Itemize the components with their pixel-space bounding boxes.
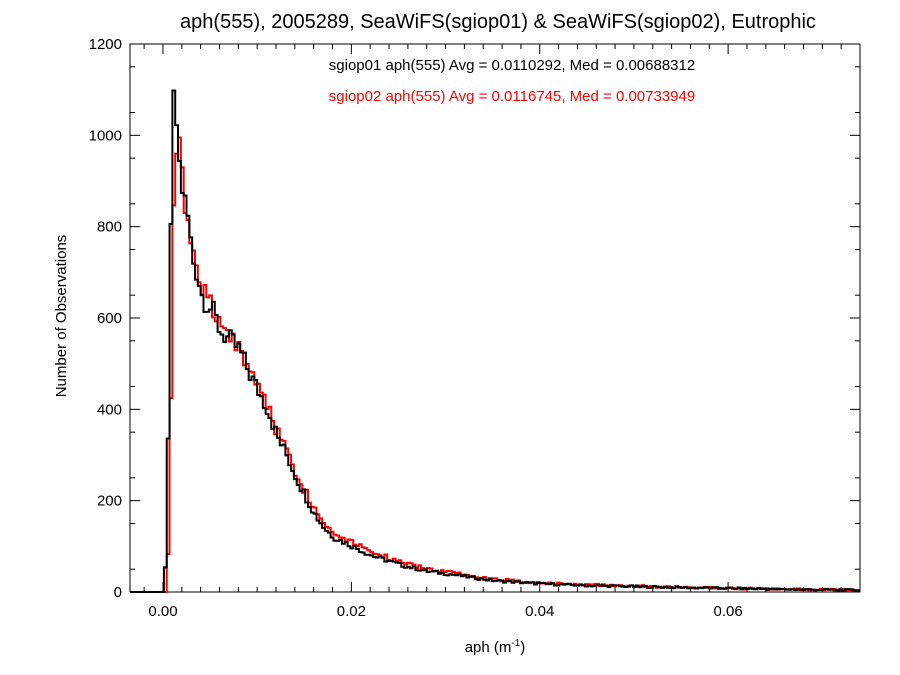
annotation-sgiop01: sgiop01 aph(555) Avg = 0.0110292, Med = … [329, 57, 695, 74]
x-axis-label-superscript: -1 [511, 638, 520, 649]
x-tick-label: 0.00 [148, 603, 177, 620]
series-line-sgiop01 [130, 89, 861, 593]
y-tick-label: 400 [97, 401, 122, 418]
x-axis-label: aph (m-1) [465, 638, 526, 656]
x-axis-ticks: 0.00 0.02 0.04 0.06 [143, 44, 842, 620]
y-tick-label: 0 [114, 584, 122, 601]
x-axis-label-close: ) [520, 639, 525, 656]
y-tick-label: 800 [97, 219, 122, 236]
series-layer [130, 89, 861, 593]
series-line-sgiop02 [130, 136, 861, 593]
y-tick-label: 1200 [89, 36, 122, 53]
x-tick-label: 0.06 [714, 603, 743, 620]
y-axis-ticks: 0 200 400 600 800 1000 1200 [89, 36, 860, 601]
y-tick-label: 1000 [89, 127, 122, 144]
y-tick-label: 200 [97, 493, 122, 510]
x-axis-label-main: aph (m [465, 639, 512, 656]
chart-title: aph(555), 2005289, SeaWiFS(sgiop01) & Se… [180, 11, 816, 33]
annotation-sgiop02: sgiop02 aph(555) Avg = 0.0116745, Med = … [329, 88, 695, 105]
y-axis-label: Number of Observations [53, 235, 70, 398]
x-tick-label: 0.04 [525, 603, 554, 620]
plot-frame [129, 43, 861, 593]
x-tick-label: 0.02 [337, 603, 366, 620]
y-tick-label: 600 [97, 310, 122, 327]
